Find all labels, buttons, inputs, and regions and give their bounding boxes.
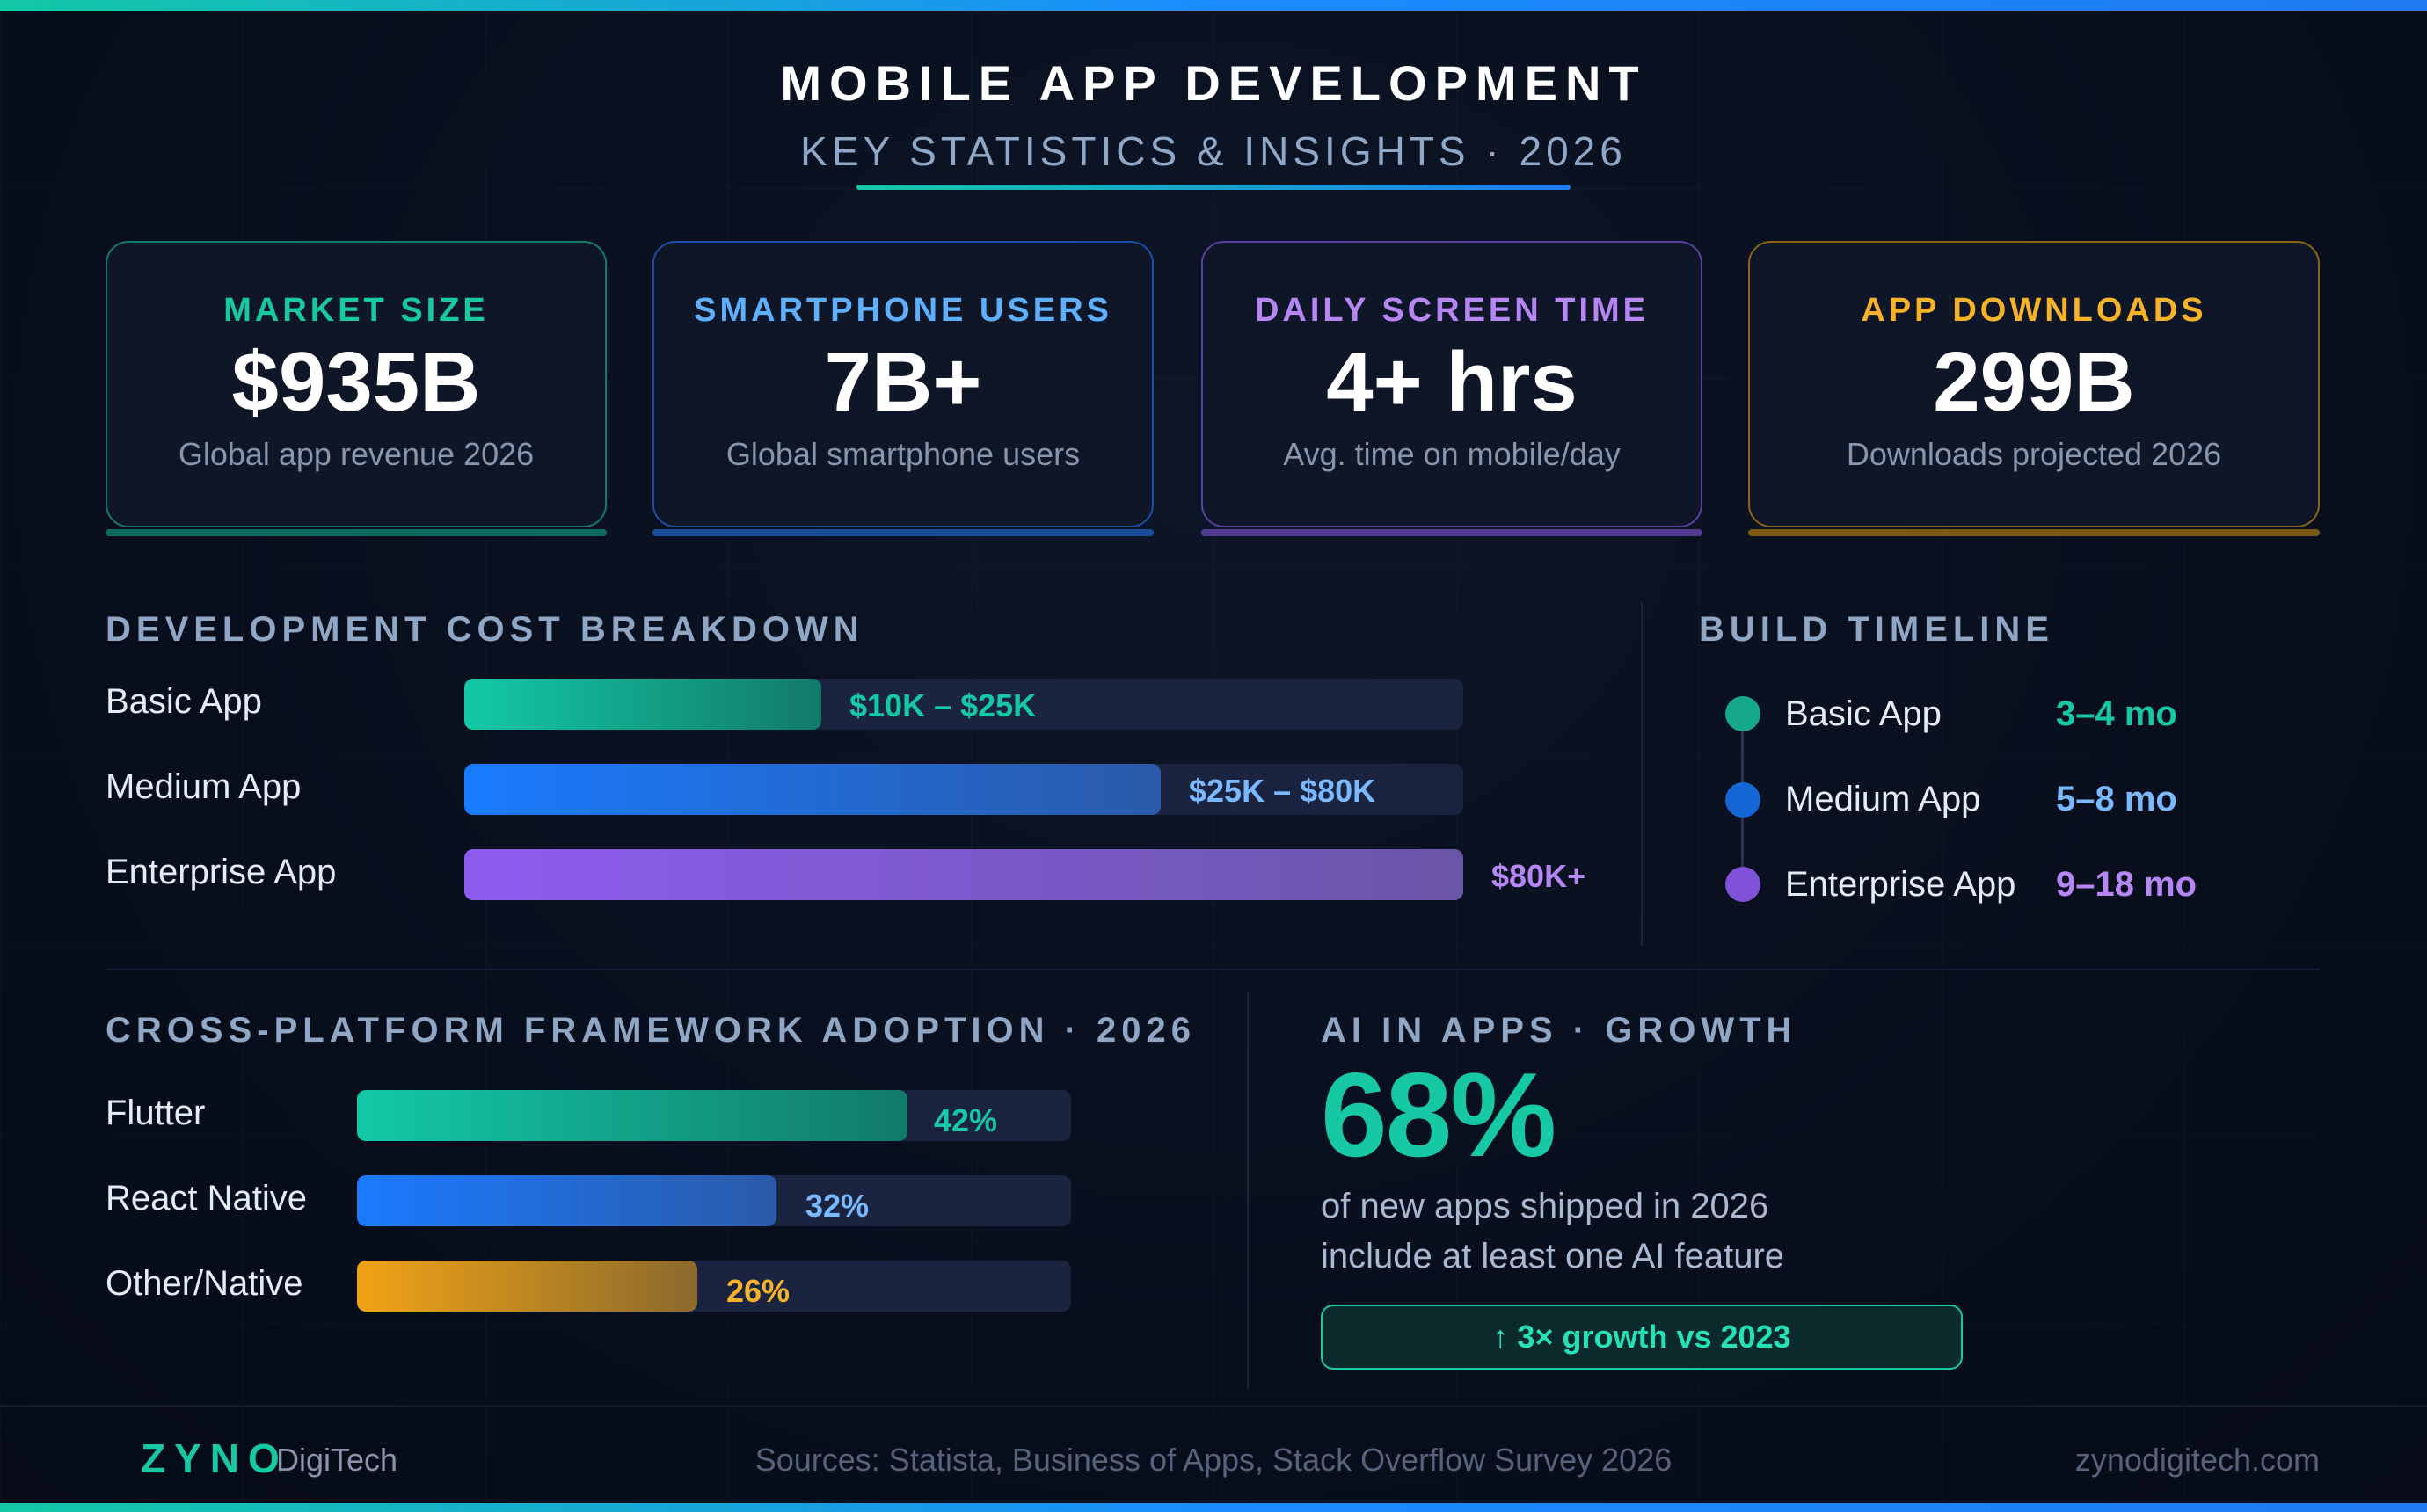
stat-label: APP DOWNLOADS — [1861, 292, 2207, 329]
cost-bar-track — [464, 679, 1463, 730]
framework-bar-track — [357, 1261, 1071, 1312]
stat-label: DAILY SCREEN TIME — [1254, 292, 1650, 329]
stat-value: 299B — [1933, 335, 2135, 429]
framework-bar-fill — [357, 1261, 698, 1312]
framework-bar-track — [357, 1090, 1071, 1141]
stat-value: 4+ hrs — [1326, 335, 1578, 429]
section-divider — [106, 969, 2320, 970]
bottom-accent-strip — [0, 1503, 2427, 1512]
stat-card-app-downloads: APP DOWNLOADS 299B Downloads projected 2… — [1748, 241, 2320, 536]
sources-text: Sources: Statista, Business of Apps, Sta… — [754, 1442, 1673, 1478]
timeline-item-duration: 9–18 mo — [2056, 865, 2197, 904]
framework-row-label: Other/Native — [106, 1264, 303, 1303]
framework-row-label: Flutter — [106, 1094, 206, 1132]
stat-value: $935B — [231, 335, 481, 429]
cost-bar-value: $10K – $25K — [849, 687, 1037, 723]
section-divider — [1247, 992, 1249, 1389]
ai-growth-badge: ↑ 3× growth vs 2023 — [1321, 1305, 1963, 1370]
brand-logo: ZYNO — [141, 1436, 288, 1481]
cost-row-label: Enterprise App — [106, 853, 337, 891]
cost-bar-fill — [464, 764, 1161, 815]
timeline-heading: BUILD TIMELINE — [1699, 610, 2054, 649]
stat-label: SMARTPHONE USERS — [694, 292, 1112, 329]
stat-card-market-size: MARKET SIZE $935B Global app revenue 202… — [106, 241, 607, 536]
cost-bar-fill — [464, 679, 821, 730]
top-accent-strip — [0, 0, 2427, 11]
timeline-item-name: Enterprise App — [1785, 865, 2016, 904]
cost-bar-value: $80K+ — [1491, 858, 1586, 894]
page-title: MOBILE APP DEVELOPMENT — [780, 55, 1647, 111]
framework-bar-track — [357, 1175, 1071, 1226]
ai-heading: AI IN APPS · GROWTH — [1321, 1011, 1797, 1050]
timeline-dot — [1725, 696, 1760, 731]
cost-bar-fill — [464, 849, 1463, 900]
timeline-item-name: Medium App — [1785, 780, 1981, 818]
timeline-item-name: Basic App — [1785, 694, 1942, 733]
framework-heading: CROSS-PLATFORM FRAMEWORK ADOPTION · 2026 — [106, 1011, 1197, 1050]
cost-row-label: Medium App — [106, 767, 302, 806]
timeline-dot — [1725, 782, 1760, 818]
brand-logo-suffix: DigiTech — [276, 1442, 398, 1478]
stat-card-smartphone-users: SMARTPHONE USERS 7B+ Global smartphone u… — [652, 241, 1154, 536]
stat-value: 7B+ — [824, 335, 982, 429]
stat-description: Global smartphone users — [725, 436, 1081, 472]
cost-bar-track — [464, 849, 1463, 900]
cost-bar-value: $25K – $80K — [1189, 773, 1376, 809]
stat-label: MARKET SIZE — [223, 292, 489, 329]
stat-description: Global app revenue 2026 — [178, 436, 535, 472]
framework-bar-value: 42% — [934, 1102, 998, 1138]
stat-description: Avg. time on mobile/day — [1283, 436, 1621, 472]
cost-bar-track — [464, 764, 1463, 815]
card-accent-bar — [1201, 529, 1702, 536]
website-url[interactable]: zynodigitech.com — [2074, 1442, 2320, 1478]
framework-bar-fill — [357, 1090, 907, 1141]
title-underline — [856, 185, 1571, 190]
stat-description: Downloads projected 2026 — [1846, 436, 2222, 472]
cost-row-label: Basic App — [106, 682, 262, 721]
ai-percentage: 68% — [1321, 1048, 1556, 1181]
timeline-dot — [1725, 867, 1760, 902]
timeline-item-duration: 3–4 mo — [2056, 694, 2177, 733]
footer-divider — [0, 1405, 2427, 1407]
ai-description-line: include at least one AI feature — [1321, 1237, 1785, 1276]
stat-card-screen-time: DAILY SCREEN TIME 4+ hrs Avg. time on mo… — [1201, 241, 1702, 536]
section-divider — [1641, 601, 1643, 946]
page-subtitle: KEY STATISTICS & INSIGHTS · 2026 — [800, 128, 1627, 174]
card-accent-bar — [652, 529, 1154, 536]
framework-bar-value: 26% — [726, 1273, 791, 1309]
framework-bar-value: 32% — [805, 1188, 870, 1224]
card-accent-bar — [1748, 529, 2320, 536]
framework-bar-fill — [357, 1175, 776, 1226]
ai-description-line: of new apps shipped in 2026 — [1321, 1187, 1769, 1225]
timeline-item-duration: 5–8 mo — [2056, 780, 2177, 818]
framework-row-label: React Native — [106, 1179, 307, 1218]
card-accent-bar — [106, 529, 607, 536]
cost-heading: DEVELOPMENT COST BREAKDOWN — [106, 610, 864, 649]
